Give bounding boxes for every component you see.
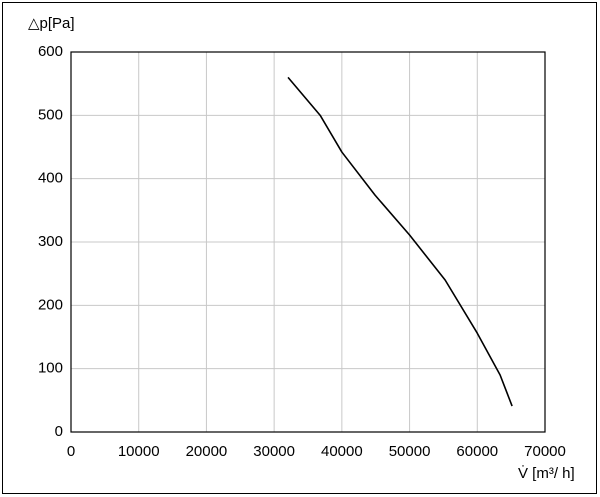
y-tick-label: 400 xyxy=(38,170,63,187)
y-tick-label: 0 xyxy=(55,423,63,440)
x-tick-label: 30000 xyxy=(253,443,295,460)
line-series xyxy=(287,76,513,407)
y-tick-label: 200 xyxy=(38,296,63,313)
x-tick-label: 10000 xyxy=(118,443,160,460)
x-tick-label: 0 xyxy=(67,443,75,460)
x-tick-label: 20000 xyxy=(186,443,228,460)
x-tick-label: 60000 xyxy=(456,443,498,460)
y-tick-label: 300 xyxy=(38,233,63,250)
x-tick-label: 50000 xyxy=(389,443,431,460)
x-axis-label: V̇ [m³/ h] xyxy=(518,465,575,482)
y-axis-label: △p[Pa] xyxy=(28,15,75,32)
y-tick-label: 600 xyxy=(38,43,63,60)
x-tick-label: 40000 xyxy=(321,443,363,460)
y-tick-label: 500 xyxy=(38,106,63,123)
y-tick-label: 100 xyxy=(38,360,63,377)
plot-border xyxy=(70,51,546,433)
x-tick-label: 70000 xyxy=(524,443,566,460)
